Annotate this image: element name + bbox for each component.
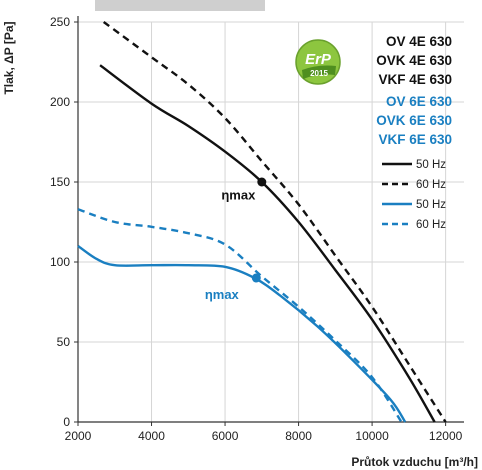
y-tick-label: 100 — [50, 255, 70, 269]
badge-ribbon — [302, 65, 336, 79]
legend-label: 60 Hz — [416, 179, 446, 191]
grid-lines — [77, 21, 464, 423]
legend: 50 Hz 60 Hz 50 Hz 60 Hz — [382, 159, 446, 231]
series-line-6E-60hz-dashed — [77, 208, 403, 423]
eta-max-point-6e — [251, 273, 261, 283]
badge-ring — [295, 39, 341, 85]
legend-label: 50 Hz — [416, 199, 446, 211]
y-tick-label: 50 — [57, 335, 71, 349]
title-tab — [95, 0, 265, 11]
model-label-4e: VKF 4E 630 — [378, 72, 452, 87]
y-tick-label: 250 — [50, 15, 70, 29]
x-tick-label: 8000 — [285, 429, 312, 443]
eta-max-label-6e: ηmax — [205, 287, 240, 302]
badge-erp-text: ErP — [305, 51, 332, 68]
tick-labels: 2000 4000 6000 8000 10000 12000 0 50 100 150 200 25… — [50, 15, 463, 443]
series-line-4E-50hz-solid — [99, 64, 436, 423]
series-lines — [77, 21, 447, 423]
x-tick-label: 12000 — [429, 429, 463, 443]
legend-label: 60 Hz — [416, 219, 446, 231]
series-line-6E-50hz-solid — [77, 245, 407, 423]
x-tick-label: 4000 — [138, 429, 165, 443]
model-label-6e: VKF 6E 630 — [378, 132, 452, 147]
x-axis-label: Průtok vzduchu [m³/h] — [351, 455, 478, 469]
x-tick-label: 2000 — [65, 429, 92, 443]
y-axis-label: Tlak, ΔP [Pa] — [2, 21, 16, 94]
y-tick-label: 200 — [50, 95, 70, 109]
y-tick-label: 150 — [50, 175, 70, 189]
eta-markers: ηmax ηmax — [205, 177, 267, 302]
eta-max-point-4e — [257, 177, 267, 187]
legend-label: 50 Hz — [416, 159, 446, 171]
model-label-4e: OV 4E 630 — [386, 34, 452, 49]
model-label-6e: OVK 6E 630 — [376, 113, 452, 128]
badge-year-text: 2015 — [310, 69, 328, 78]
eta-max-label-4e: ηmax — [221, 188, 256, 203]
y-tick-label: 0 — [63, 415, 70, 429]
axes — [74, 16, 464, 426]
model-label-4e: OVK 4E 630 — [376, 53, 452, 68]
model-label-6e: OV 6E 630 — [386, 94, 452, 109]
x-tick-label: 6000 — [212, 429, 239, 443]
x-tick-label: 10000 — [355, 429, 389, 443]
model-labels: OV 4E 630 OVK 4E 630 VKF 4E 630 OV 6E 630 OV… — [376, 34, 452, 147]
series-line-4E-60hz-dashed — [102, 21, 447, 423]
